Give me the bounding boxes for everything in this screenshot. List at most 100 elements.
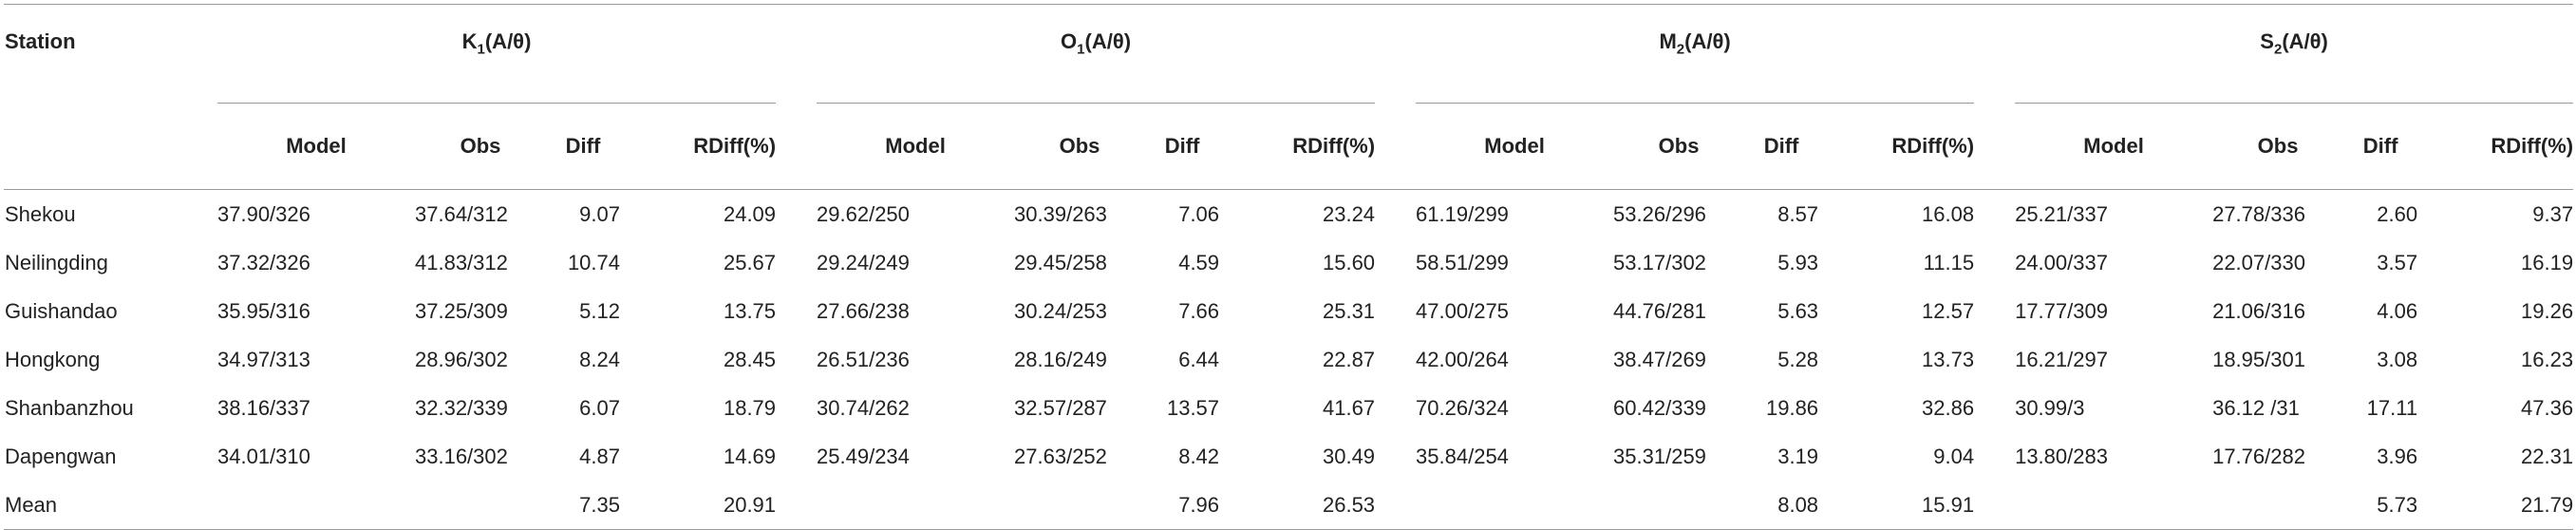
cell: 9.37: [2532, 201, 2574, 226]
column-header: Model: [817, 103, 1015, 190]
cell: 23.24: [1322, 201, 1376, 226]
group-header: K1(A/θ): [217, 4, 777, 104]
spacer: [776, 190, 817, 239]
cell: 28.45: [723, 347, 777, 371]
group-unit: (A/θ): [2282, 29, 2328, 53]
cell: 17.11: [2366, 395, 2418, 420]
cell: 9.04: [1933, 444, 1975, 468]
spacer: [1974, 384, 2015, 432]
cell: 30.99/3: [2015, 395, 2085, 420]
cell: 5.28: [1777, 347, 1819, 371]
cell: 5.63: [1777, 298, 1819, 323]
cell: [817, 481, 1015, 530]
cell: 4.87: [579, 444, 620, 468]
cell: 3.19: [1777, 444, 1819, 468]
column-header: Obs: [415, 103, 546, 190]
cell: [415, 481, 546, 530]
spacer: [776, 4, 818, 104]
cell: 41.83/312: [415, 250, 508, 274]
data-row: Hongkong 34.97/313 28.96/302 8.24 28.45 26.51…: [4, 335, 2573, 384]
cell: 15.91: [1818, 481, 1975, 530]
cell: 5.93: [1777, 250, 1819, 274]
spacer: [1974, 287, 2015, 335]
column-header: Diff: [1145, 103, 1220, 190]
cell: 3.96: [2377, 444, 2418, 468]
spacer: [1375, 4, 1417, 104]
data-row: Shekou 37.90/326 37.64/312 9.07 24.09 29.62/2…: [4, 190, 2573, 239]
spacer: [1375, 384, 1416, 432]
column-header: Diff: [1744, 103, 1819, 190]
column-header: RDiff(%): [2417, 103, 2574, 190]
cell: 37.64/312: [415, 201, 508, 226]
cell: 13.75: [723, 298, 777, 323]
cell: 25.31: [1322, 298, 1376, 323]
data-row: Neilingding 37.32/326 41.83/312 10.74 25.67 2…: [4, 238, 2573, 287]
group-symbol: S: [2260, 29, 2274, 53]
cell: 30.74/262: [817, 395, 910, 420]
cell: 30.24/253: [1014, 298, 1107, 323]
column-header: RDiff(%): [620, 103, 777, 190]
spacer: [1375, 335, 1416, 384]
group-unit: (A/θ): [484, 29, 532, 53]
cell: 10.74: [567, 250, 620, 274]
cell: 53.26/296: [1613, 201, 1706, 226]
station-name: Guishandao: [5, 298, 118, 323]
column-header: Model: [1416, 103, 1614, 190]
spacer: [1974, 335, 2015, 384]
cell: 9.07: [579, 201, 620, 226]
cell: 7.66: [1178, 298, 1220, 323]
cell: 17.76/282: [2212, 444, 2305, 468]
header-row: Station K1(A/θ) O1(A/θ) M2(A/θ) S2(A/θ): [4, 4, 2574, 104]
cell: 18.95/301: [2212, 347, 2305, 371]
cell: 33.16/302: [415, 444, 508, 468]
cell: 19.26: [2521, 298, 2574, 323]
data-row: Dapengwan 34.01/310 33.16/302 4.87 14.69 25.4…: [4, 432, 2573, 481]
cell: 47.00/275: [1416, 298, 1509, 323]
spacer: [1974, 4, 2016, 104]
cell: 4.59: [1178, 250, 1220, 274]
cell: 37.90/326: [217, 201, 310, 226]
column-header: Diff: [546, 103, 620, 190]
station-name: Mean: [4, 481, 217, 530]
cell: 42.00/264: [1416, 347, 1509, 371]
data-row: Shanbanzhou 38.16/337 32.32/339 6.07 18.79 30…: [4, 384, 2573, 432]
spacer: [1974, 432, 2015, 481]
cell: 44.76/281: [1613, 298, 1706, 323]
cell: 21.06/316: [2212, 298, 2305, 323]
cell: 16.08: [1922, 201, 1975, 226]
cell: 17.77/309: [2015, 298, 2108, 323]
column-header: Obs: [2212, 103, 2344, 190]
spacer: [1375, 287, 1416, 335]
cell: 16.19: [2521, 250, 2574, 274]
cell: 8.24: [579, 347, 620, 371]
spacer: [776, 432, 817, 481]
cell: 30.39/263: [1014, 201, 1107, 226]
station-name: Shanbanzhou: [5, 395, 134, 420]
spacer: [776, 481, 818, 530]
cell: 5.73: [2343, 481, 2418, 530]
cell: 35.84/254: [1416, 444, 1509, 468]
spacer: [1375, 103, 1417, 190]
data-table: Station K1(A/θ) O1(A/θ) M2(A/θ) S2(A/θ) Model…: [4, 4, 2574, 530]
group-symbol: M: [1659, 29, 1677, 53]
cell: 3.08: [2377, 347, 2418, 371]
cell: 22.07/330: [2212, 250, 2305, 274]
group-header: M2(A/θ): [1416, 4, 1975, 104]
column-header: Model: [2015, 103, 2213, 190]
cell: 29.45/258: [1014, 250, 1107, 274]
cell: 22.31: [2521, 444, 2574, 468]
column-header: Obs: [1613, 103, 1745, 190]
cell: 32.32/339: [415, 395, 508, 420]
cell: 14.69: [723, 444, 777, 468]
cell: 32.57/287: [1014, 395, 1107, 420]
cell: [1613, 481, 1745, 530]
cell: [217, 481, 415, 530]
cell: 2.60: [2377, 201, 2418, 226]
cell: 29.24/249: [817, 250, 910, 274]
cell: 5.12: [579, 298, 620, 323]
station-name: Neilingding: [5, 250, 108, 274]
spacer: [1375, 238, 1416, 287]
subheader-row: Model Obs Diff RDiff(%) Model Obs Diff RDiff(%)…: [4, 103, 2574, 190]
cell: 13.80/283: [2015, 444, 2108, 468]
cell: 27.78/336: [2212, 201, 2305, 226]
